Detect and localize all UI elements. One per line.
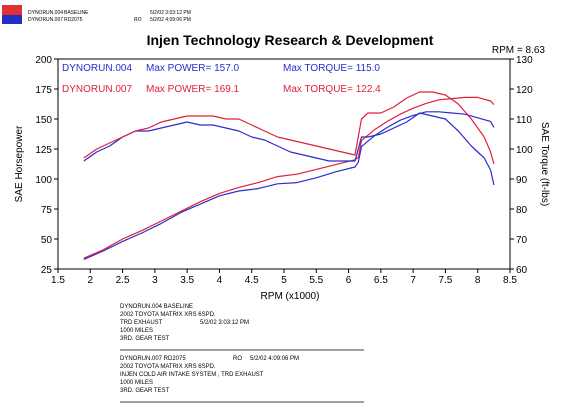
info-run2-ro: RO (233, 356, 242, 362)
y-left-tick-label: 125 (35, 145, 52, 156)
legend-run1-max-power: Max POWER= 157.0 (146, 63, 240, 74)
y-left-tick-label: 75 (41, 205, 53, 216)
info-run2-intake: INJEN COLD AIR INTAKE SYSTEM , TRD EXHAU… (120, 372, 264, 378)
info-run2-miles: 1000 MILES (120, 380, 153, 386)
info-run2-vehicle: 2002 TOYOTA MATRIX XRS 6SPD. (120, 364, 216, 370)
x-tick-label: 8 (475, 275, 481, 286)
y-right-tick-label: 60 (516, 265, 528, 276)
info-run1-vehicle: 2002 TOYOTA MATRIX XRS 6SPD. (120, 312, 216, 318)
y-right-tick-label: 80 (516, 205, 528, 216)
legend: DYNORUN.004 Max POWER= 157.0 Max TORQUE=… (62, 63, 381, 95)
x-tick-label: 2 (88, 275, 94, 286)
legend-run1-name: DYNORUN.004 (62, 63, 132, 74)
info-run2-line: DYNORUN.007 RD2075 (120, 356, 186, 362)
x-axis-title: RPM (x1000) (261, 291, 320, 302)
x-tick-label: 7 (410, 275, 416, 286)
run-info-block: DYNORUN.004 BASELINE 2002 TOYOTA MATRIX … (120, 304, 364, 403)
x-tick-label: 3 (152, 275, 158, 286)
series-lines (83, 91, 495, 260)
header-run2-ro: RO (134, 17, 142, 23)
x-tick-label: 4.5 (245, 275, 259, 286)
x-tick-label: 2.5 (116, 275, 130, 286)
logo-red-block (2, 5, 22, 15)
legend-run2-name: DYNORUN.007 (62, 84, 132, 95)
brand-logo (2, 5, 22, 24)
header-run1-label: BASELINE (64, 10, 89, 16)
x-tick-label: 5 (281, 275, 287, 286)
header-run2-label: RD2075 (64, 17, 83, 23)
info-run2-test: 3RD. GEAR TEST (120, 388, 170, 394)
y-left-tick-label: 150 (35, 115, 52, 126)
y-right-axis-title: SAE Torque (ft-lbs) (539, 122, 550, 206)
y-right-tick-label: 70 (516, 235, 528, 246)
header-run2-date: 5/2/02 4:09:06 PM (150, 17, 191, 23)
info-run1-date: 5/2/02 3:03:12 PM (200, 320, 249, 326)
header-run2-name: DYNORUN.007 (28, 17, 63, 23)
header-run1-date: 5/2/02 3:03:12 PM (150, 10, 191, 16)
x-tick-label: 6 (346, 275, 352, 286)
legend-run2-max-power: Max POWER= 169.1 (146, 84, 240, 95)
x-tick-label: 4 (217, 275, 223, 286)
y-right-tick-label: 90 (516, 175, 528, 186)
info-run1-test: 3RD. GEAR TEST (120, 336, 170, 342)
x-tick-label: 7.5 (438, 275, 452, 286)
y-left-tick-label: 100 (35, 175, 52, 186)
info-run2-date: 5/2/02 4:09:06 PM (250, 356, 299, 362)
legend-run2-max-torque: Max TORQUE= 122.4 (283, 84, 381, 95)
y-right-tick-label: 130 (516, 55, 533, 66)
rpm-readout: RPM = 8.63 (492, 45, 546, 56)
y-right-tick-label: 100 (516, 145, 533, 156)
logo-blue-block (2, 15, 22, 24)
y-left-tick-label: 175 (35, 85, 52, 96)
series-line-dynorun-007-sae-horsepower (83, 96, 495, 259)
chart-title: Injen Technology Research & Development (147, 32, 434, 48)
info-run1-line: DYNORUN.004 BASELINE (120, 304, 193, 310)
x-tick-label: 3.5 (180, 275, 194, 286)
y-left-tick-label: 200 (35, 55, 52, 66)
y-right-tick-label: 120 (516, 85, 533, 96)
y-left-tick-label: 25 (41, 265, 53, 276)
series-line-dynorun-004-sae-horsepower (83, 111, 495, 260)
x-tick-label: 6.5 (374, 275, 388, 286)
x-tick-label: 5.5 (309, 275, 323, 286)
y-left-tick-label: 50 (41, 235, 53, 246)
header-run1-name: DYNORUN.004 (28, 10, 63, 16)
info-run1-miles: 1000 MILES (120, 328, 153, 334)
y-left-axis-title: SAE Horsepower (14, 125, 25, 202)
series-line-dynorun-004-sae-torque (83, 112, 495, 186)
info-run1-exhaust: TRD EXHAUST (120, 320, 163, 326)
x-tick-label: 1.5 (51, 275, 65, 286)
axis-ticks: 1.5 2 2.5 3 3.5 4 4.5 5 5.5 6 6.5 7 7.5 8 8.5 25 50 75 100… (35, 55, 533, 286)
x-tick-label: 8.5 (503, 275, 517, 286)
series-line-dynorun-007-sae-torque (83, 91, 495, 165)
y-right-tick-label: 110 (516, 115, 532, 126)
legend-run1-max-torque: Max TORQUE= 115.0 (283, 63, 380, 74)
